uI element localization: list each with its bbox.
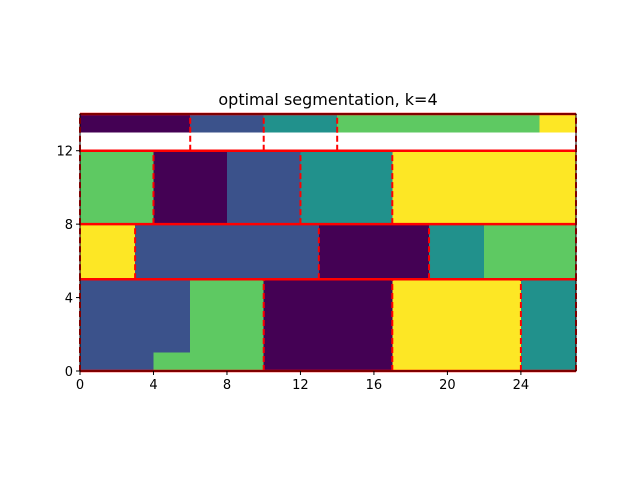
heatmap-cell [135, 224, 319, 280]
heatmap-cell [80, 352, 154, 371]
x-tick-label: 16 [366, 378, 383, 393]
heatmap-cell [392, 279, 521, 371]
x-axis: 0 4 8 12 16 20 24 [76, 371, 529, 393]
heatmap-cell [153, 150, 227, 225]
heatmap-cell [263, 279, 393, 371]
y-tick-label: 4 [65, 292, 73, 307]
heatmap-cell [300, 150, 393, 225]
heatmap-cell [153, 352, 191, 371]
y-tick-label: 12 [56, 145, 73, 160]
heatmap-cell [80, 279, 191, 353]
x-tick-label: 12 [292, 378, 309, 393]
x-tick-label: 24 [513, 378, 530, 393]
heatmap-cell [80, 150, 154, 225]
plot-frame [79, 113, 577, 372]
x-tick-label: 0 [76, 378, 84, 393]
heatmap-cell [484, 224, 576, 280]
heatmap-cell [80, 114, 191, 133]
heatmap-cell [263, 114, 338, 133]
x-tick-label: 4 [149, 378, 157, 393]
heatmap-cell [318, 224, 430, 280]
heatmap-cell [429, 224, 485, 280]
x-tick-label: 20 [439, 378, 456, 393]
y-tick-label: 8 [65, 218, 73, 233]
heatmap-cell [392, 150, 576, 225]
heatmap-cell [539, 114, 576, 133]
x-tick-label: 8 [223, 378, 231, 393]
heatmap-cell [226, 150, 301, 225]
heatmap-cells [80, 114, 576, 371]
heatmap-cell [337, 114, 540, 133]
heatmap-cell [520, 279, 576, 371]
y-axis: 0 4 8 12 [56, 145, 80, 380]
chart-title: optimal segmentation, k=4 [218, 90, 437, 109]
heatmap-cell [190, 279, 264, 371]
y-tick-label: 0 [65, 365, 73, 380]
heatmap-cell [80, 224, 136, 280]
heatmap-cell [190, 114, 264, 133]
